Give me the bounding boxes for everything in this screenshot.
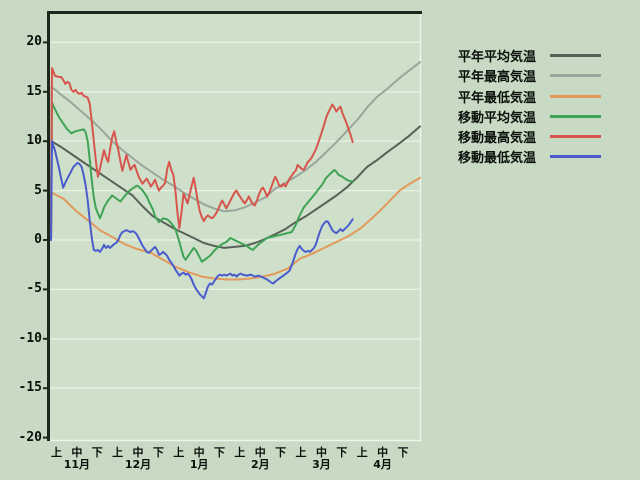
x-axis-period-label: 中 xyxy=(193,446,205,459)
x-axis-period-label: 下 xyxy=(152,446,164,459)
x-axis-period-label: 中 xyxy=(132,446,144,459)
x-axis-period-label: 上 xyxy=(356,446,368,459)
y-axis-label: 15 xyxy=(26,83,42,99)
x-axis-period-label: 下 xyxy=(336,446,348,459)
x-axis-period-label: 中 xyxy=(254,446,266,459)
x-axis-period-label: 上 xyxy=(234,446,246,459)
y-axis-label: -20 xyxy=(18,429,42,445)
series-line-normal-min xyxy=(50,176,421,281)
series-line-moving-max xyxy=(50,67,354,241)
x-axis-period-label: 上 xyxy=(295,446,307,459)
x-axis-period-label: 上 xyxy=(173,446,185,459)
y-axis-tick xyxy=(43,239,50,241)
x-axis-period-label: 下 xyxy=(91,446,103,459)
y-axis-tick xyxy=(43,41,50,44)
x-axis-month-label: 1月 xyxy=(189,458,209,471)
x-axis-period-label: 上 xyxy=(51,446,62,459)
series-line-normal-average xyxy=(50,125,421,249)
y-axis-tick xyxy=(43,90,50,93)
x-axis-period-label: 下 xyxy=(214,446,226,459)
series-line-moving-min xyxy=(50,140,354,300)
y-axis-label: -10 xyxy=(18,330,42,346)
y-axis-label: 0 xyxy=(34,232,42,247)
x-axis-period-label: 下 xyxy=(275,446,287,459)
x-axis-month-label: 4月 xyxy=(373,458,392,471)
y-axis-tick xyxy=(43,387,50,390)
y-axis-label: 10 xyxy=(26,133,42,149)
y-axis-tick xyxy=(43,189,50,192)
y-axis-tick xyxy=(43,140,50,143)
series-line-moving-average xyxy=(50,101,354,263)
x-axis-month-label: 12月 xyxy=(124,458,152,471)
y-axis-tick xyxy=(43,337,50,340)
x-axis-month-label: 2月 xyxy=(250,458,270,471)
y-axis-tick xyxy=(43,288,50,291)
plot-background xyxy=(50,11,421,440)
plot-border-top xyxy=(47,11,422,14)
series-line-normal-max xyxy=(50,61,421,241)
y-axis-label: -15 xyxy=(18,380,42,396)
x-axis-period-label: 下 xyxy=(397,446,409,459)
plot-border-left xyxy=(47,11,50,441)
x-axis-period-label: 中 xyxy=(315,446,327,459)
y-axis-label: 5 xyxy=(34,182,42,198)
x-axis-period-label: 中 xyxy=(377,446,389,459)
x-axis-period-label: 上 xyxy=(112,446,124,459)
x-axis-period-label: 中 xyxy=(71,446,83,459)
x-axis-month-label: 3月 xyxy=(312,458,331,471)
x-axis-month-label: 11月 xyxy=(63,458,91,471)
y-axis-label: 20 xyxy=(26,34,42,50)
y-axis-tick xyxy=(43,436,50,439)
y-axis-label: -5 xyxy=(26,281,42,297)
